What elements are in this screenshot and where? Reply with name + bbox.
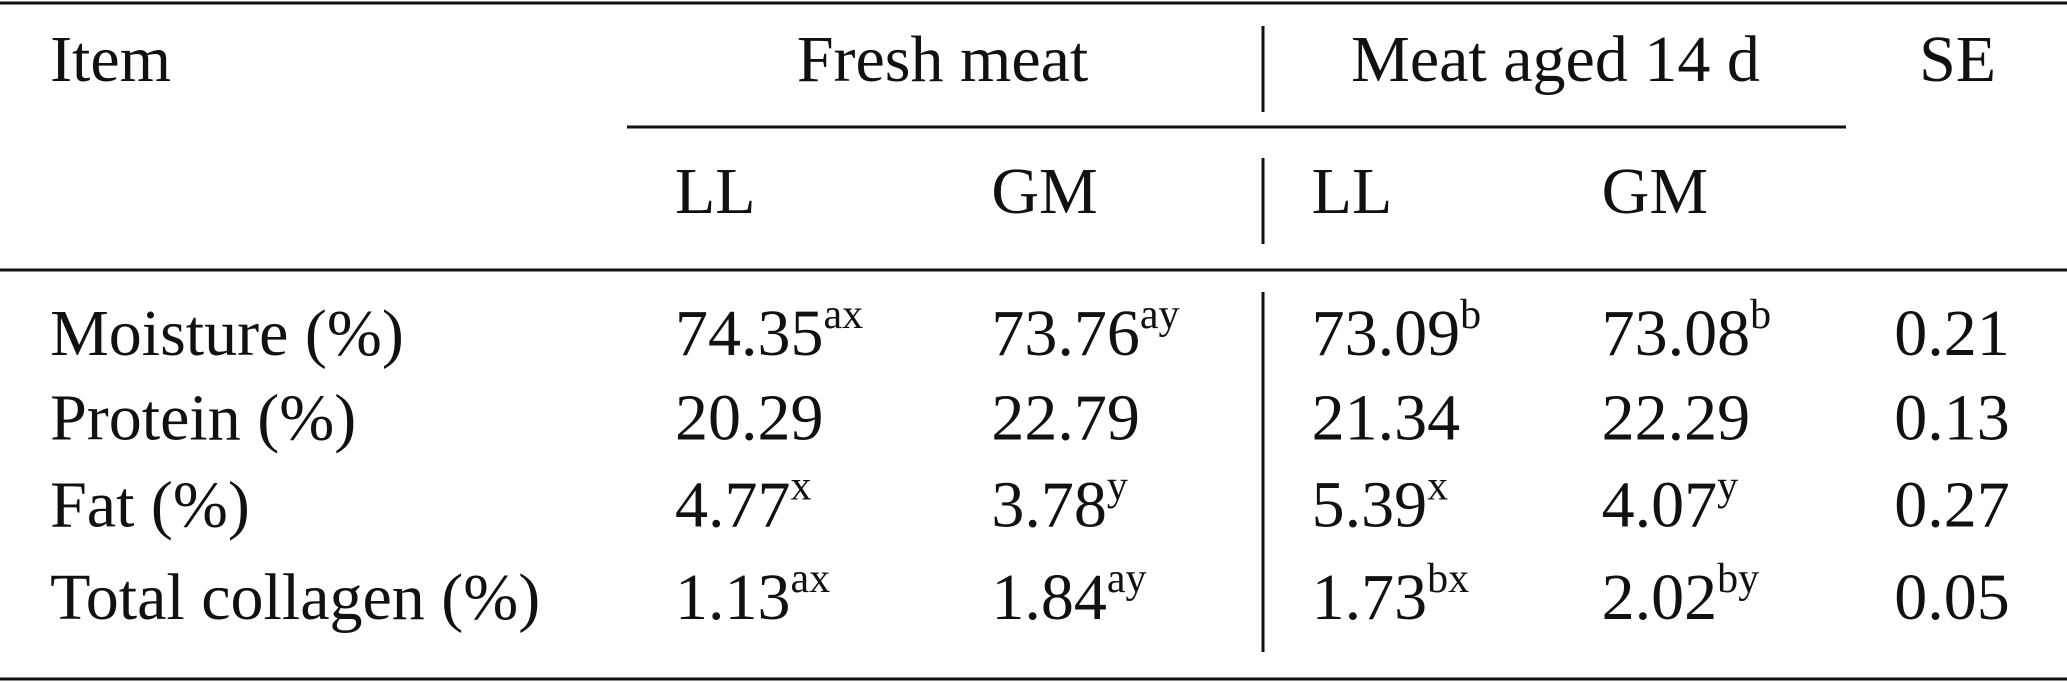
cell-value: 73.09: [1312, 297, 1461, 370]
cell-superscript: b: [1460, 292, 1481, 338]
cell-value: 3.78: [991, 469, 1107, 542]
header-se: SE: [1919, 23, 1996, 96]
cell-value: 4.07: [1602, 469, 1718, 542]
header-item: Item: [50, 23, 171, 96]
se-value: 0.21: [1894, 297, 2010, 370]
se-value: 0.13: [1894, 382, 2010, 455]
cell-superscript: y: [1107, 463, 1128, 509]
cell-value: 1.73: [1312, 561, 1428, 634]
cell-value: 73.76: [991, 297, 1140, 370]
cell: 21.34: [1312, 382, 1461, 455]
cell-value: 20.29: [675, 382, 824, 455]
se-value: 0.27: [1894, 469, 2010, 542]
cell-superscript: ay: [1107, 555, 1147, 601]
cell: 73.08b: [1602, 292, 1772, 371]
cell-value: 22.29: [1602, 382, 1751, 455]
cell-value: 74.35: [675, 297, 824, 370]
subheader: LL: [1312, 155, 1393, 228]
se-value: 0.05: [1894, 561, 2010, 634]
cell: 22.29: [1602, 382, 1751, 455]
subheader: GM: [1602, 155, 1708, 228]
cell-value: 1.13: [675, 561, 791, 634]
cell-value: 4.77: [675, 469, 791, 542]
row-label: Moisture (%): [50, 297, 404, 370]
row-label: Total collagen (%): [50, 561, 540, 634]
cell-superscript: x: [790, 463, 811, 509]
cell: 20.29: [675, 382, 824, 455]
cell-superscript: x: [1427, 463, 1448, 509]
cell-superscript: ay: [1140, 292, 1180, 338]
cell: 1.84ay: [991, 555, 1146, 634]
subheader: LL: [675, 155, 756, 228]
cell-value: 73.08: [1602, 297, 1751, 370]
cell: 73.09b: [1312, 292, 1482, 371]
cell: 2.02by: [1602, 555, 1760, 634]
cell: 73.76ay: [991, 292, 1179, 371]
cell-value: 2.02: [1602, 561, 1718, 634]
cell-superscript: by: [1717, 555, 1759, 601]
cell: 22.79: [991, 382, 1140, 455]
cell: 4.07y: [1602, 463, 1739, 542]
cell-superscript: ax: [790, 555, 830, 601]
cell-superscript: y: [1717, 463, 1738, 509]
header-group: Meat aged 14 d: [1351, 23, 1760, 96]
cell-superscript: bx: [1427, 555, 1469, 601]
row-label: Protein (%): [50, 382, 356, 455]
cell-superscript: b: [1750, 292, 1771, 338]
cell-value: 1.84: [991, 561, 1107, 634]
cell: 5.39x: [1312, 463, 1449, 542]
cell: 3.78y: [991, 463, 1128, 542]
cell-value: 5.39: [1312, 469, 1428, 542]
cell-superscript: ax: [823, 292, 863, 338]
cell-value: 22.79: [991, 382, 1140, 455]
header-group: Fresh meat: [797, 23, 1088, 96]
cell-value: 21.34: [1312, 382, 1461, 455]
subheader: GM: [991, 155, 1097, 228]
cell: 4.77x: [675, 463, 812, 542]
row-label: Fat (%): [50, 469, 250, 542]
cell: 1.13ax: [675, 555, 830, 634]
cell: 74.35ax: [675, 292, 863, 371]
cell: 1.73bx: [1312, 555, 1470, 634]
